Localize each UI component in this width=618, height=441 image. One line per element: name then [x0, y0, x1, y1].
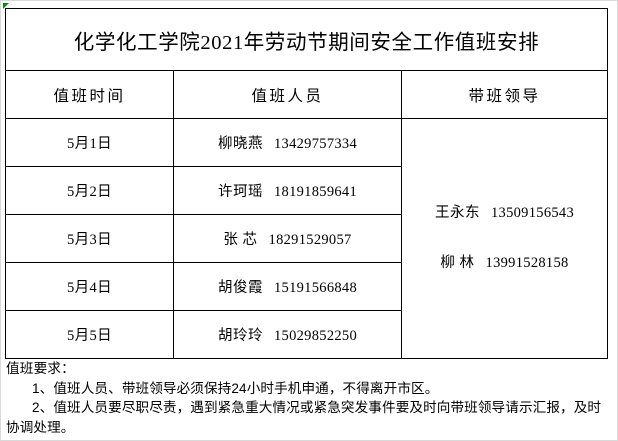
duty-staff-name: 柳晓燕 [217, 136, 263, 152]
duty-leader-name: 王永东 [434, 204, 480, 221]
table-row: 5月3日 张 芯 18291529057 [5, 214, 608, 263]
notes-heading: 值班要求： [6, 361, 75, 376]
duty-leader-name: 柳 林 [440, 254, 475, 271]
table-row: 5月1日 柳晓燕 13429757334 王永东 13509156543 柳 林 13… [5, 118, 608, 359]
duty-staff-phone: 13429757334 [273, 136, 358, 152]
column-header-staff: 值班人员 [173, 70, 402, 119]
table-header-row: 值班时间 值班人员 带班领导 [5, 70, 608, 119]
table-row: 5月4日 胡俊霞 15191566848 [5, 262, 608, 311]
table-title-row: 化学化工学院2021年劳动节期间安全工作值班安排 [5, 8, 608, 71]
duty-staff-phone: 15191566848 [273, 280, 358, 296]
column-header-time: 值班时间 [5, 70, 174, 119]
duty-staff: 张 芯 18291529057 [173, 214, 402, 263]
duty-staff-phone: 15029852250 [273, 328, 358, 344]
duty-leader-cell: 王永东 13509156543 柳 林 13991528158 [401, 118, 608, 359]
duty-schedule-table: 化学化工学院2021年劳动节期间安全工作值班安排 值班时间 值班人员 带班领导 … [5, 8, 608, 359]
duty-date: 5月5日 [5, 310, 174, 359]
duty-staff-name: 张 芯 [223, 232, 258, 248]
duty-leader-entry: 柳 林 13991528158 [402, 254, 607, 272]
duty-staff: 许珂瑶 18191859641 [173, 166, 402, 215]
page-title: 化学化工学院2021年劳动节期间安全工作值班安排 [5, 8, 608, 71]
duty-leader-entry: 王永东 13509156543 [402, 204, 607, 222]
table-row: 5月2日 许珂瑶 18191859641 [5, 166, 608, 215]
duty-staff: 柳晓燕 13429757334 [173, 118, 402, 167]
duty-staff-phone: 18191859641 [273, 184, 358, 200]
duty-date: 5月4日 [5, 262, 174, 311]
duty-staff-name: 胡俊霞 [217, 280, 263, 296]
corner-marker-icon [3, 3, 9, 9]
notes-item: 1、值班人员、带班领导必须保持24小时手机申通，不得离开市区。 [32, 380, 439, 396]
duty-date: 5月1日 [5, 118, 174, 167]
column-header-leader: 带班领导 [401, 70, 608, 119]
notes-item: 2、值班人员要尽职尽责，遇到紧急重大情况或紧急突发事件要及时向带班领导请示汇报，… [6, 400, 602, 435]
duty-staff-phone: 18291529057 [268, 232, 352, 248]
duty-staff-name: 许珂瑶 [217, 184, 263, 200]
duty-leader-phone: 13991528158 [485, 254, 569, 271]
duty-requirements-notes: 值班要求： 1、值班人员、带班领导必须保持24小时手机申通，不得离开市区。 2、… [6, 359, 612, 437]
duty-staff: 胡俊霞 15191566848 [173, 262, 402, 311]
duty-staff: 胡玲玲 15029852250 [173, 310, 402, 359]
duty-leader-phone: 13509156543 [490, 204, 575, 221]
duty-date: 5月3日 [5, 214, 174, 263]
table-row: 5月5日 胡玲玲 15029852250 [5, 310, 608, 359]
duty-staff-name: 胡玲玲 [217, 328, 263, 344]
duty-date: 5月2日 [5, 166, 174, 215]
